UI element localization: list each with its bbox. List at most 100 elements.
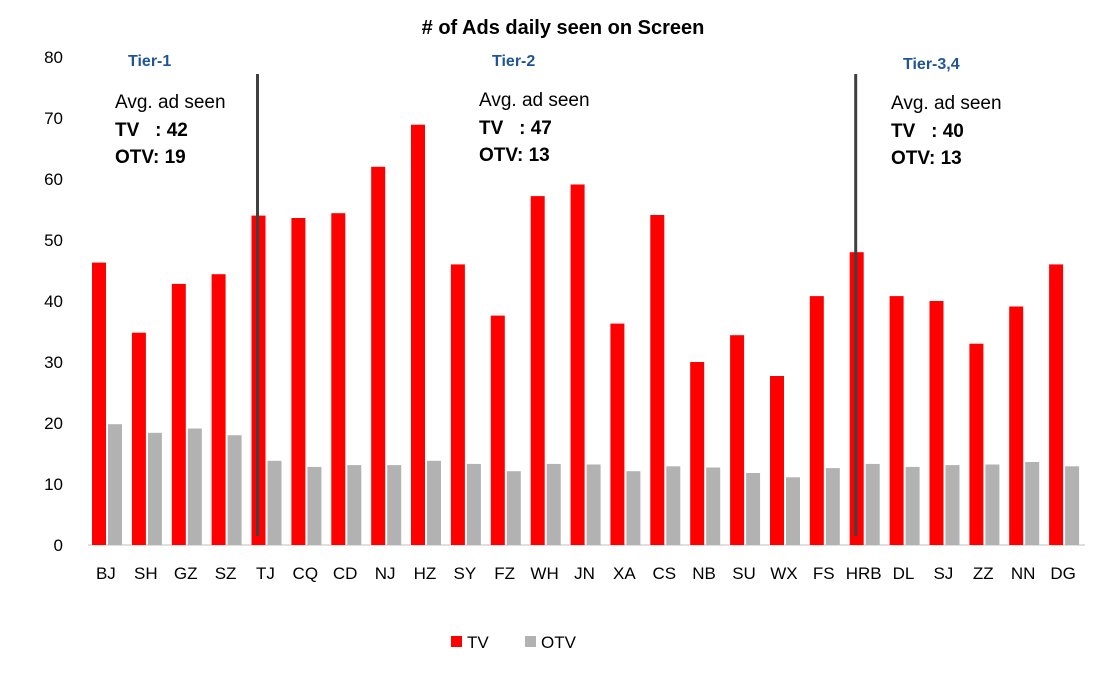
- bar-otv: [427, 460, 441, 545]
- y-tick-label: 80: [44, 48, 63, 67]
- x-axis-ticks: BJ SH GZ SZ TJ CQ CD NJ HZ SY FZ WH JN XA CS NB SU WX FS HR…: [96, 564, 1076, 583]
- bar-tv: [690, 362, 705, 545]
- tier-1-otv-avg: OTV: 19: [115, 147, 186, 168]
- bar-tv: [730, 335, 745, 545]
- x-tick-label: NN: [1011, 564, 1036, 583]
- bar-otv: [746, 473, 761, 545]
- bar-tv: [291, 218, 306, 545]
- bar-tv: [889, 296, 904, 545]
- y-tick-label: 10: [44, 475, 63, 494]
- bar-tv: [809, 296, 824, 545]
- bar-otv: [586, 464, 601, 545]
- x-tick-label: XA: [613, 564, 636, 583]
- bar-tv: [92, 262, 106, 545]
- legend-label-otv: OTV: [541, 633, 577, 652]
- y-tick-label: 30: [44, 353, 63, 372]
- x-tick-label: SJ: [933, 564, 953, 583]
- x-tick-label: NB: [692, 564, 716, 583]
- tier-3-tv-avg: TV : 40: [891, 121, 964, 142]
- legend: TV OTV: [451, 633, 577, 652]
- bar-otv: [506, 471, 521, 545]
- bar-otv: [267, 460, 282, 545]
- tier-1-avg-heading: Avg. ad seen: [115, 92, 226, 113]
- tier-2-avg-heading: Avg. ad seen: [479, 90, 590, 111]
- bar-tv: [929, 301, 944, 545]
- x-tick-label: FZ: [494, 564, 515, 583]
- bar-tv: [969, 343, 984, 545]
- x-tick-label: WX: [770, 564, 797, 583]
- bar-otv: [466, 463, 481, 545]
- tier-2-label: Tier-2: [492, 53, 535, 70]
- x-tick-label: SY: [454, 564, 477, 583]
- bar-tv: [570, 184, 585, 545]
- tier-2-tv-avg: TV : 47: [479, 118, 552, 139]
- bar-tv: [211, 274, 226, 545]
- y-axis-ticks: 0 10 20 30 40 50 60 70 80: [44, 48, 63, 555]
- y-tick-label: 40: [44, 292, 63, 311]
- legend-label-tv: TV: [467, 633, 489, 652]
- x-tick-label: HZ: [414, 564, 437, 583]
- bar-tv: [131, 332, 146, 545]
- bar-otv: [626, 471, 641, 545]
- bar-otv: [1065, 466, 1080, 545]
- tier-3-label: Tier-3,4: [903, 56, 960, 73]
- x-tick-label: CS: [652, 564, 676, 583]
- x-tick-label: FS: [813, 564, 835, 583]
- x-tick-label: WH: [530, 564, 558, 583]
- bar-tv: [1009, 306, 1024, 545]
- x-tick-label: DG: [1050, 564, 1076, 583]
- bar-otv: [227, 435, 242, 545]
- bar-otv: [307, 466, 322, 545]
- bar-otv: [347, 465, 362, 545]
- chart-title: # of Ads daily seen on Screen: [422, 17, 705, 39]
- bar-tv: [650, 215, 665, 545]
- bar-tv: [331, 213, 346, 545]
- y-tick-label: 60: [44, 170, 63, 189]
- x-tick-label: CQ: [293, 564, 319, 583]
- x-tick-label: GZ: [174, 564, 198, 583]
- bar-tv: [450, 264, 465, 545]
- bar-otv: [905, 466, 920, 545]
- tier-2-otv-avg: OTV: 13: [479, 145, 550, 166]
- legend-swatch-tv: [451, 636, 462, 647]
- bar-otv: [825, 468, 840, 545]
- bar-tv: [770, 376, 784, 545]
- bar-otv: [706, 467, 721, 545]
- x-tick-label: ZZ: [973, 564, 994, 583]
- y-tick-label: 20: [44, 414, 63, 433]
- tier-1-label: Tier-1: [128, 53, 171, 70]
- y-tick-label: 50: [44, 231, 63, 250]
- bar-otv: [387, 465, 402, 545]
- x-tick-label: TJ: [256, 564, 275, 583]
- bar-otv: [108, 424, 122, 545]
- tier-dividers: [256, 74, 858, 536]
- bar-otv: [865, 463, 880, 545]
- x-tick-label: SZ: [215, 564, 237, 583]
- bar-tv: [610, 323, 625, 545]
- x-tick-label: HRB: [846, 564, 882, 583]
- x-tick-label: NJ: [375, 564, 396, 583]
- bar-otv: [945, 465, 960, 545]
- bar-tv: [411, 124, 425, 545]
- x-tick-label: SU: [732, 564, 756, 583]
- bar-tv: [530, 196, 545, 545]
- bar-otv: [546, 463, 561, 545]
- x-tick-label: JN: [574, 564, 595, 583]
- bar-otv: [187, 428, 202, 545]
- x-tick-label: CD: [333, 564, 358, 583]
- bar-tv: [1049, 264, 1064, 545]
- legend-swatch-otv: [525, 636, 536, 647]
- bar-otv: [786, 477, 800, 545]
- bar-tv: [371, 166, 386, 546]
- bar-otv: [1025, 462, 1040, 545]
- bar-otv: [147, 432, 162, 545]
- x-tick-label: SH: [134, 564, 158, 583]
- tier-1-tv-avg: TV : 42: [115, 120, 188, 141]
- tier-3-otv-avg: OTV: 13: [891, 148, 962, 169]
- x-tick-label: DL: [893, 564, 915, 583]
- bar-otv: [985, 464, 1000, 545]
- tier-3-avg-heading: Avg. ad seen: [891, 93, 1002, 114]
- x-tick-label: BJ: [96, 564, 116, 583]
- y-tick-label: 70: [44, 109, 63, 128]
